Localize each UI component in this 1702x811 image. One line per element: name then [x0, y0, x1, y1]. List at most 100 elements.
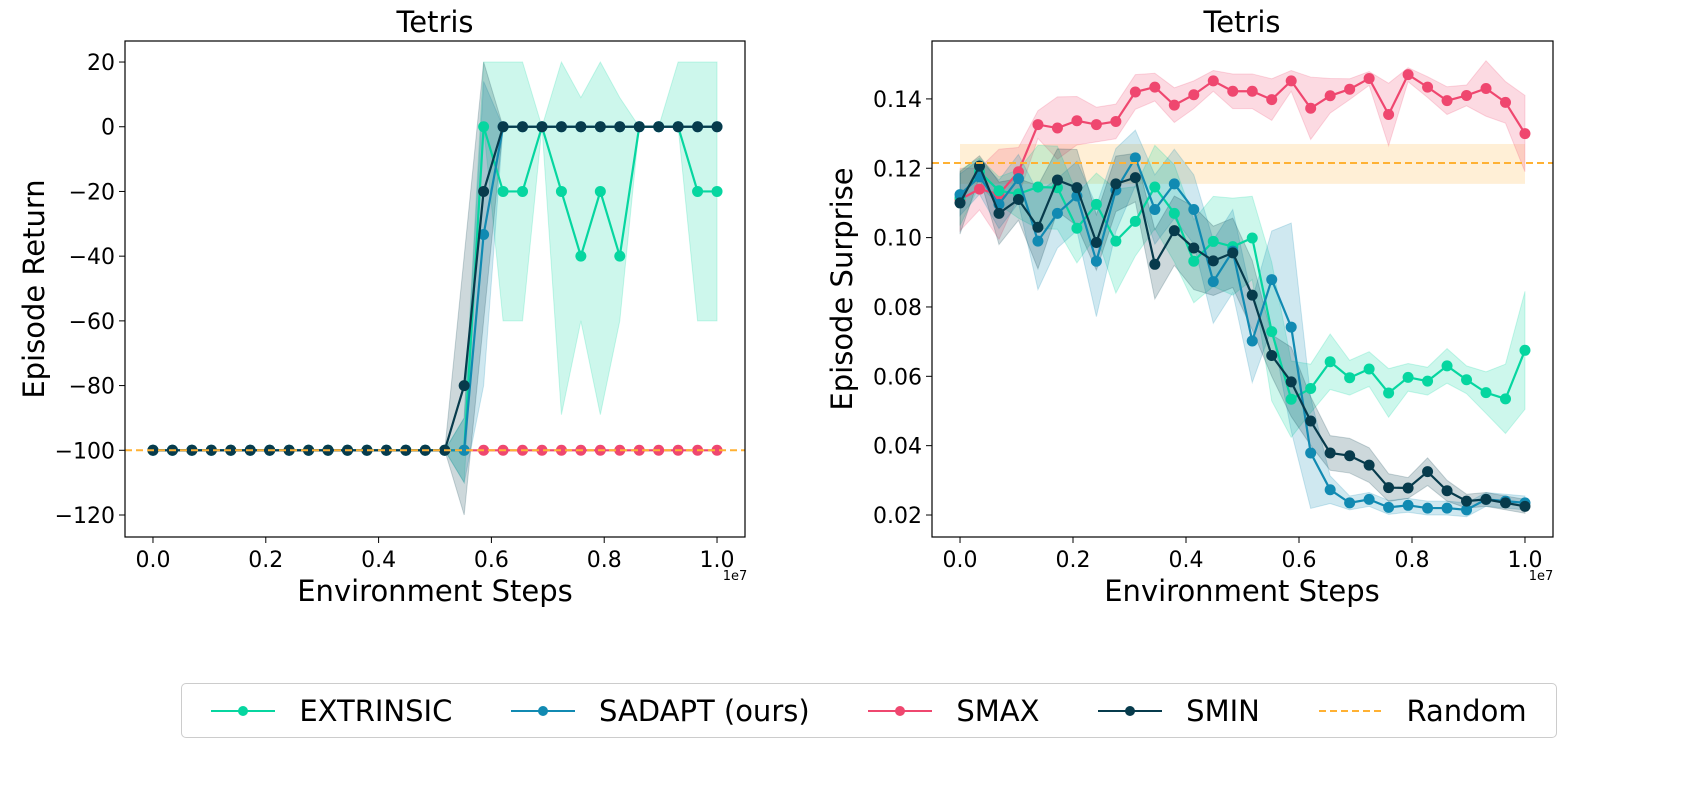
data-point-smax [1285, 75, 1297, 87]
legend-item-smin: SMIN [1098, 694, 1260, 728]
y-tick-label: 0.04 [873, 435, 922, 460]
data-point-smax [1227, 85, 1239, 97]
legend-item-smax: SMAX [868, 694, 1039, 728]
legend-swatch-smax [868, 705, 933, 716]
data-point-smin [536, 121, 548, 133]
data-point-smax [633, 444, 645, 456]
data-point-smax [1246, 85, 1258, 97]
legend-item-sadapt: SADAPT (ours) [511, 694, 810, 728]
chart-episode-surprise: Tetris Episode Surprise Environment Step… [825, 5, 1554, 608]
y-tick-label: 0.12 [873, 157, 922, 182]
x-tick-label: 0.0 [943, 548, 978, 573]
x-tick-label: 0.8 [587, 548, 622, 573]
chart-title: Tetris [395, 5, 473, 39]
data-point-smax [1149, 81, 1161, 93]
data-point-smin [1227, 247, 1239, 259]
plot-area: 0.0 0.2 0.4 0.6 0.8 1.0 0.14 0.12 0.10 0.08 0.06 0.… [873, 40, 1554, 573]
legend-label: Random [1406, 693, 1527, 728]
data-point-extrinsic [1071, 222, 1083, 234]
data-point-extrinsic [1090, 198, 1102, 210]
data-point-smax [1032, 119, 1044, 131]
data-point-smin [653, 121, 665, 133]
data-point-sadapt-ours [1188, 204, 1200, 216]
y-tick-label: −120 [55, 504, 115, 529]
x-tick-label: 0.8 [1394, 548, 1429, 573]
plot-area: 0.0 0.2 0.4 0.6 0.8 1.0 20 0 −20 −40 −60 −80 −100 −12… [55, 40, 746, 573]
data-point-extrinsic [517, 185, 529, 197]
data-point-smax [1129, 86, 1141, 98]
y-tick-label: 0.02 [873, 504, 922, 529]
data-point-smin [205, 444, 217, 456]
legend: EXTRINSIC SADAPT (ours) SMAX SMIN Random [181, 683, 1557, 738]
data-point-smin [954, 197, 966, 209]
data-point-smax [1383, 109, 1395, 121]
data-point-smin [1519, 500, 1531, 512]
data-point-smin [517, 121, 529, 133]
legend-swatch-extrinsic [211, 705, 276, 716]
data-point-smin [458, 380, 470, 392]
data-point-extrinsic [555, 185, 567, 197]
y-tick-label: 0.08 [873, 296, 922, 321]
data-point-smin [594, 121, 606, 133]
data-point-extrinsic [1168, 207, 1180, 219]
data-point-sadapt-ours [1149, 204, 1161, 216]
data-point-smin [1363, 459, 1375, 471]
data-point-extrinsic [1266, 326, 1278, 338]
data-point-smin [1344, 450, 1356, 462]
x-tick-label: 0.4 [361, 548, 396, 573]
data-point-sadapt-ours [1344, 497, 1356, 509]
data-point-extrinsic [1188, 255, 1200, 267]
data-point-extrinsic [993, 185, 1005, 197]
data-point-smax [1324, 90, 1336, 102]
y-tick-label: −100 [55, 439, 115, 464]
data-point-smin [1129, 172, 1141, 184]
data-point-sadapt-ours [1051, 207, 1063, 219]
data-point-smin [672, 121, 684, 133]
data-point-smax [1110, 115, 1122, 127]
data-point-smin [1207, 255, 1219, 267]
data-point-smin [1266, 350, 1278, 362]
data-point-extrinsic [1441, 360, 1453, 372]
data-point-smax [1305, 102, 1317, 114]
data-point-smax [711, 444, 723, 456]
x-tick-label: 0.6 [1281, 548, 1316, 573]
legend-swatch-smin [1098, 705, 1163, 716]
data-point-sadapt-ours [1207, 276, 1219, 288]
data-point-smax [1499, 96, 1511, 108]
data-point-extrinsic [1305, 382, 1317, 394]
data-point-smin [1110, 178, 1122, 190]
data-point-smin [1188, 242, 1200, 254]
data-point-smin [711, 121, 723, 133]
x-tick-label: 1.0 [1507, 548, 1542, 573]
y-axis-label: Episode Surprise [825, 167, 859, 410]
data-point-smin [303, 444, 315, 456]
data-point-sadapt-ours [1246, 335, 1258, 347]
data-point-smax [1344, 83, 1356, 95]
legend-marker [538, 705, 549, 716]
data-point-sadapt-ours [478, 228, 490, 240]
band-extrinsic [959, 144, 1526, 439]
data-point-sadapt-ours [1032, 235, 1044, 247]
data-point-smin [1285, 376, 1297, 388]
data-point-smin [1402, 482, 1414, 494]
data-point-smin [1168, 225, 1180, 237]
data-point-extrinsic [1032, 181, 1044, 193]
data-point-extrinsic [614, 250, 626, 262]
data-point-smax [1441, 95, 1453, 107]
data-point-smax [1402, 69, 1414, 81]
x-offset-label: 1e7 [723, 569, 748, 584]
data-point-sadapt-ours [1402, 499, 1414, 511]
legend-marker [1125, 705, 1136, 716]
data-point-smin [1480, 493, 1492, 505]
data-point-smin [614, 121, 626, 133]
data-point-smin [1422, 466, 1434, 478]
y-axis-label: Episode Return [17, 179, 51, 398]
data-point-smin [555, 121, 567, 133]
data-point-smax [1461, 89, 1473, 101]
data-point-extrinsic [1110, 235, 1122, 247]
data-point-smin [1461, 495, 1473, 507]
data-point-extrinsic [575, 250, 587, 262]
data-point-extrinsic [1324, 356, 1336, 368]
data-point-smin [993, 207, 1005, 219]
data-point-extrinsic [1480, 387, 1492, 399]
